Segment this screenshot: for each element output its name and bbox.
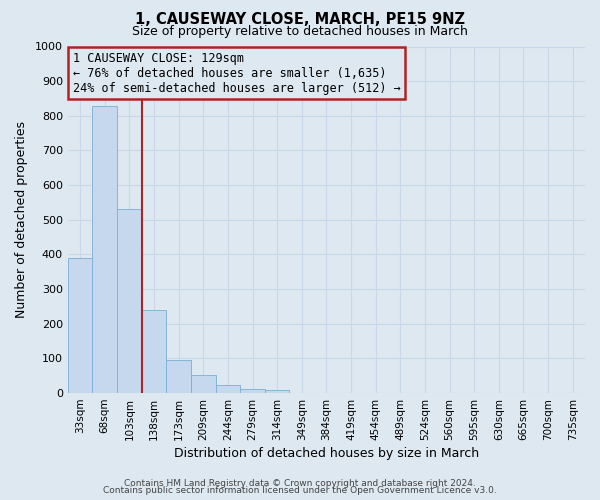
Text: Contains HM Land Registry data © Crown copyright and database right 2024.: Contains HM Land Registry data © Crown c… xyxy=(124,478,476,488)
Text: 1 CAUSEWAY CLOSE: 129sqm
← 76% of detached houses are smaller (1,635)
24% of sem: 1 CAUSEWAY CLOSE: 129sqm ← 76% of detach… xyxy=(73,52,401,94)
Bar xyxy=(265,390,289,393)
Text: 1, CAUSEWAY CLOSE, MARCH, PE15 9NZ: 1, CAUSEWAY CLOSE, MARCH, PE15 9NZ xyxy=(135,12,465,28)
Bar xyxy=(191,375,215,393)
Bar xyxy=(117,210,142,393)
Bar xyxy=(215,386,240,393)
Bar xyxy=(68,258,92,393)
Y-axis label: Number of detached properties: Number of detached properties xyxy=(15,122,28,318)
Text: Contains public sector information licensed under the Open Government Licence v3: Contains public sector information licen… xyxy=(103,486,497,495)
Bar xyxy=(142,310,166,393)
X-axis label: Distribution of detached houses by size in March: Distribution of detached houses by size … xyxy=(174,447,479,460)
Bar xyxy=(92,106,117,393)
Bar xyxy=(240,388,265,393)
Text: Size of property relative to detached houses in March: Size of property relative to detached ho… xyxy=(132,25,468,38)
Bar xyxy=(166,360,191,393)
